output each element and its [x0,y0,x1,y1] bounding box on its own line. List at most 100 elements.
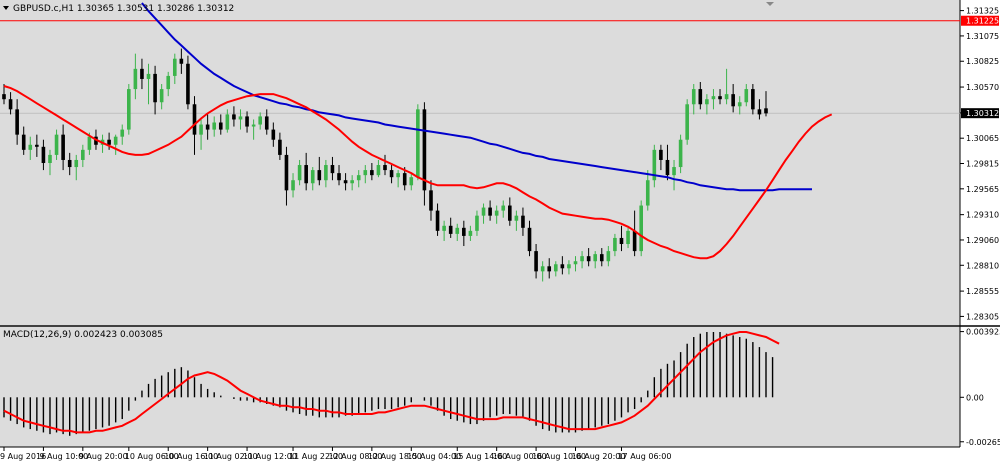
time-tick-label: 11 Aug 02:00 [204,452,258,461]
candle-body [540,266,545,272]
bid-marker [961,108,999,119]
main-panel-bg [0,0,960,325]
time-tick-label: 17 Aug 06:00 [617,452,671,461]
candle-body [238,116,243,120]
price-tick-label: 1.30570 [966,83,999,92]
time-tick-label: 12 Aug 08:00 [328,452,382,461]
axes: 1.313251.310751.308251.305701.303151.300… [0,7,1000,461]
candle-body [21,134,26,150]
triangle-icon[interactable] [766,2,774,6]
macd-signal-line [3,331,780,434]
candle-body [317,170,322,181]
price-level-label: 1.31225 [966,17,999,26]
candle-body [455,227,460,234]
price-level-marker [961,15,999,26]
candle-body [521,215,525,228]
candle-body [41,146,46,164]
candle-body [245,116,249,127]
candle-body [718,96,722,100]
candle-body [258,116,262,125]
candle-body [724,94,729,100]
candle-body [626,230,630,245]
macd-panel-bg [0,327,960,447]
candle-body [402,173,407,186]
candle-body [284,154,289,191]
time-tick-label: 9 Aug 2016 [0,452,46,461]
price-tick-label: 1.30065 [966,134,999,143]
candle-body [442,225,446,231]
candle-body [652,149,657,181]
candle-body [133,68,138,90]
price-tick-label: 1.30825 [966,57,999,66]
candle-body [186,63,190,105]
time-tick-label: 15 Aug 04:00 [407,452,461,461]
candle-body [87,136,92,150]
candle-body [8,99,13,110]
candle-body [744,89,749,103]
macd-tick-label: 0.003925 [966,328,1000,337]
candle-body [494,210,499,216]
candle-body [764,108,768,114]
candle-body [534,251,538,272]
candle-body [179,58,184,64]
candle-body [593,254,598,262]
candle-body [448,225,453,234]
candle-body [166,75,171,90]
candle-body [337,173,341,181]
candle-body [573,261,578,265]
candle-body [429,190,433,211]
candle-body [291,180,295,191]
time-tick-label: 9 Aug 10:00 [39,452,88,461]
candle-body [586,256,591,262]
candle-body [508,205,512,221]
candle-body [488,207,492,216]
time-tick-label: 16 Aug 00:00 [493,452,547,461]
candle-body [192,104,197,135]
candle-body [330,165,335,174]
candle-body [48,154,52,164]
candle-body [553,264,558,272]
candle-body [599,254,604,262]
candle-body [567,264,571,269]
time-tick-label: 12 Aug 18:00 [368,452,422,461]
candle-body [396,173,400,178]
triangle-down-icon[interactable] [3,6,9,10]
time-tick-label: 16 Aug 10:00 [532,452,586,461]
candle-body [297,165,302,181]
candle-body [475,215,479,231]
candle-body [225,114,230,130]
candle-body [462,227,466,236]
candle-body [514,215,519,221]
candle-body [61,134,65,160]
price-tick-label: 1.28810 [966,261,999,270]
candle-body [580,256,584,262]
candle-body [731,94,735,107]
candle-body [271,129,276,140]
candle-body [468,230,473,236]
candle-body [324,165,328,181]
candle-body [212,122,217,130]
candle-body [711,96,716,100]
time-tick-label: 11 Aug 22:00 [289,452,343,461]
candle-body [685,104,689,140]
price-tick-label: 1.28305 [966,312,999,321]
candle-body [698,89,703,105]
bid-label: 1.30312 [966,109,999,118]
candle-body [343,180,348,184]
candle-body [15,109,19,135]
candle-body [691,89,696,105]
candle-body [435,210,440,231]
time-tick-label: 15 Aug 14:00 [453,452,507,461]
candle-body [54,134,59,155]
candle-body [613,237,617,252]
main-plot [0,2,960,282]
candle-body [665,159,670,176]
candle-body [751,89,755,110]
candle-body [199,124,203,135]
candle-body [264,116,269,130]
candle-body [632,230,637,252]
candle-body [416,109,420,178]
time-tick-label: 9 Aug 20:00 [79,452,128,461]
